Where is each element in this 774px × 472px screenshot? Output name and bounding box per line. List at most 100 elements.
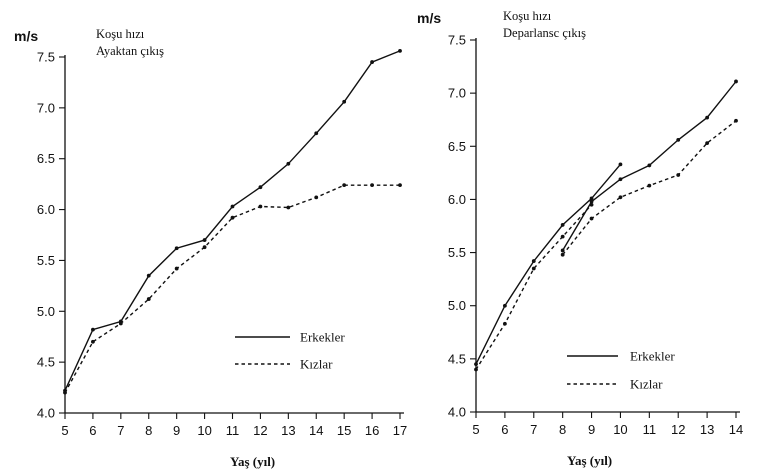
data-point [647, 163, 652, 168]
y-tick-label: 7.0 [448, 86, 466, 101]
data-point [174, 266, 179, 271]
data-point [286, 205, 291, 210]
data-point [474, 362, 478, 367]
y-tick-label: 5.5 [448, 245, 466, 260]
x-tick-label: 15 [337, 423, 351, 438]
chart-sprint-start: 4.0 4.5 5.0 5.5 6.0 6.5 7.0 7.5 5 6 7 8 9 10 11 12 13 14 m… [417, 9, 743, 468]
series-line-kizlar [562, 120, 737, 256]
data-point [676, 138, 681, 142]
legend-label: Kızlar [630, 377, 663, 392]
data-point [342, 99, 347, 104]
y-tick-label: 6.5 [448, 139, 466, 154]
y-tick-label: 4.0 [448, 405, 466, 420]
y-tick-label: 5.0 [448, 298, 466, 313]
data-point [146, 297, 151, 301]
data-point [230, 204, 235, 209]
x-tick-label: 14 [309, 423, 323, 438]
data-point [314, 195, 319, 200]
data-point [589, 202, 594, 207]
x-axis-title: Yaş (yıl) [567, 453, 612, 468]
data-point [314, 131, 319, 136]
data-point [342, 183, 347, 188]
y-tick-label: 7.0 [37, 100, 55, 115]
x-tick-label: 6 [501, 422, 508, 437]
data-point [370, 60, 374, 64]
data-point [258, 204, 263, 209]
x-tick-label: 8 [145, 423, 152, 438]
x-tick-label: 11 [226, 423, 240, 438]
x-tick-label: 5 [61, 423, 68, 438]
x-tick-label: 14 [729, 422, 743, 437]
data-point [398, 183, 402, 188]
x-tick-label: 8 [559, 422, 566, 437]
data-point [502, 303, 507, 308]
y-tick-label: 4.5 [448, 351, 466, 366]
chart-title-line: Deparlansc çıkış [503, 26, 586, 40]
data-point [589, 199, 594, 204]
x-tick-label: 5 [472, 422, 479, 437]
y-tick-label: 6.0 [37, 202, 55, 217]
y-tick-label: 6.5 [37, 151, 55, 166]
chart-title-line: Koşu hızı [503, 9, 552, 23]
data-point [286, 161, 291, 166]
x-tick-label: 10 [613, 422, 627, 437]
data-point [589, 196, 594, 201]
chart-title-line: Koşu hızı [96, 27, 145, 41]
series-line-erkekler [475, 163, 621, 365]
data-point [91, 339, 95, 344]
data-point [502, 321, 507, 326]
x-axis-title: Yaş (yıl) [230, 454, 275, 469]
y-tick-label: 6.0 [448, 192, 466, 207]
y-tick-label: 5.5 [37, 253, 55, 268]
data-point [705, 115, 710, 120]
x-tick-label: 9 [588, 422, 595, 437]
data-point [202, 245, 207, 250]
x-tick-label: 9 [173, 423, 180, 438]
y-tick-label: 7.5 [448, 33, 466, 48]
data-point [560, 252, 565, 257]
data-point [618, 195, 623, 200]
y-axis-unit-label: m/s [14, 28, 38, 44]
x-tick-label: 7 [530, 422, 537, 437]
x-tick-label: 11 [643, 422, 657, 437]
x-tick-label: 6 [89, 423, 96, 438]
x-tick-label: 17 [393, 423, 407, 438]
x-tick-label: 12 [671, 422, 685, 437]
data-point [474, 367, 478, 372]
y-tick-label: 7.5 [37, 50, 55, 65]
data-point [618, 177, 623, 182]
y-tick-label: 4.5 [37, 355, 55, 370]
data-point [734, 79, 738, 84]
data-point [705, 141, 710, 145]
data-point [734, 118, 738, 123]
data-point [118, 321, 123, 326]
data-point [560, 223, 565, 227]
data-point [202, 238, 207, 242]
y-axis-unit-label: m/s [417, 10, 441, 26]
data-point [560, 234, 565, 239]
data-point [398, 48, 402, 53]
data-point [258, 185, 263, 190]
legend-label: Kızlar [300, 357, 333, 372]
x-tick-label: 10 [197, 423, 211, 438]
data-point [174, 246, 179, 251]
data-point [618, 162, 623, 167]
series-line-erkekler [64, 50, 401, 391]
y-tick-label: 4.0 [37, 406, 55, 421]
x-tick-label: 13 [700, 422, 714, 437]
x-tick-label: 7 [117, 423, 124, 438]
data-point [647, 183, 652, 188]
series-line-kizlar [475, 204, 593, 370]
data-point [63, 390, 67, 395]
data-point [230, 215, 235, 220]
data-point [531, 266, 536, 271]
legend-label: Erkekler [630, 349, 675, 364]
data-point [531, 259, 536, 263]
data-point [676, 173, 681, 177]
chart-title-line: Ayaktan çıkış [96, 44, 164, 58]
data-point [370, 183, 374, 188]
data-point [91, 327, 95, 332]
y-tick-label: 5.0 [37, 304, 55, 319]
x-tick-label: 13 [281, 423, 295, 438]
